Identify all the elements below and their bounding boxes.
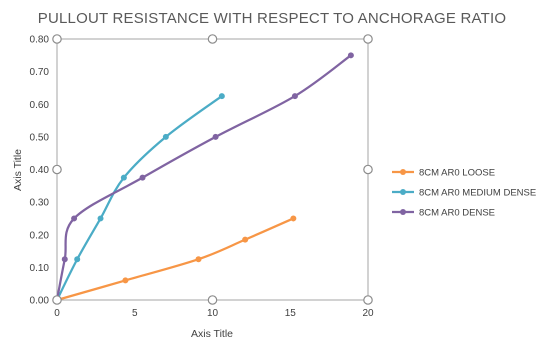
data-point [212, 133, 219, 140]
legend-swatch-marker [400, 169, 406, 175]
x-axis-title: Axis Title [191, 328, 233, 340]
selection-handles [52, 34, 373, 305]
axes: 0.00 0.10 0.20 0.30 0.40 0.50 0.60 0.70 0.80 0 5 10… [30, 35, 374, 320]
data-point [97, 215, 104, 222]
legend-item: 8CM AR0 LOOSE [392, 168, 495, 179]
series-group [54, 93, 225, 303]
y-tick-label: 0.70 [30, 67, 50, 78]
chart-title: PULLOUT RESISTANCE WITH RESPECT TO ANCHO… [38, 10, 506, 27]
data-point [120, 174, 127, 181]
legend-label: 8CM AR0 DENSE [419, 208, 495, 219]
data-point [195, 256, 202, 263]
x-tick-label: 5 [132, 308, 138, 319]
x-tick-label: 15 [285, 308, 297, 319]
resize-handle[interactable] [363, 164, 373, 175]
y-tick-label: 0.10 [30, 263, 50, 274]
resize-handle[interactable] [207, 34, 218, 44]
data-point [290, 215, 297, 222]
x-tick-label: 20 [362, 308, 374, 319]
y-tick-label: 0.80 [30, 35, 50, 46]
resize-handle[interactable] [52, 295, 62, 305]
y-tick-label: 0.40 [30, 165, 50, 176]
series-group [54, 52, 354, 303]
legend-item: 8CM AR0 MEDIUM DENSE [392, 188, 536, 199]
y-tick-label: 0.00 [30, 296, 50, 307]
legend-swatch-marker [400, 189, 406, 195]
y-tick-label: 0.60 [30, 100, 50, 111]
series-line [55, 54, 353, 302]
y-tick-label: 0.20 [30, 230, 50, 241]
resize-handle[interactable] [363, 34, 373, 44]
legend: 8CM AR0 LOOSE 8CM AR0 MEDIUM DENSE 8CM AR0… [392, 168, 536, 219]
x-tick-label: 0 [54, 308, 60, 319]
legend-label: 8CM AR0 MEDIUM DENSE [419, 188, 536, 199]
resize-handle[interactable] [52, 34, 62, 44]
y-axis-title: Axis Title [12, 149, 24, 191]
legend-swatch-marker [400, 209, 406, 215]
series-line [55, 94, 223, 302]
data-point [139, 174, 146, 181]
data-point [61, 256, 68, 263]
data-point [218, 93, 225, 100]
series-layer [54, 52, 354, 303]
series-group [54, 215, 297, 303]
data-point [162, 133, 169, 140]
data-point [347, 52, 354, 59]
y-tick-label: 0.50 [30, 132, 50, 143]
data-point [242, 236, 249, 243]
legend-item: 8CM AR0 DENSE [392, 208, 495, 219]
y-tick-label: 0.30 [30, 198, 50, 209]
resize-handle[interactable] [207, 295, 218, 305]
resize-handle[interactable] [52, 164, 62, 175]
data-point [291, 93, 298, 100]
resize-handle[interactable] [363, 295, 373, 305]
x-tick-label: 10 [207, 308, 219, 319]
data-point [122, 277, 129, 284]
data-point [74, 256, 81, 263]
legend-label: 8CM AR0 LOOSE [419, 168, 495, 179]
data-point [71, 215, 78, 222]
